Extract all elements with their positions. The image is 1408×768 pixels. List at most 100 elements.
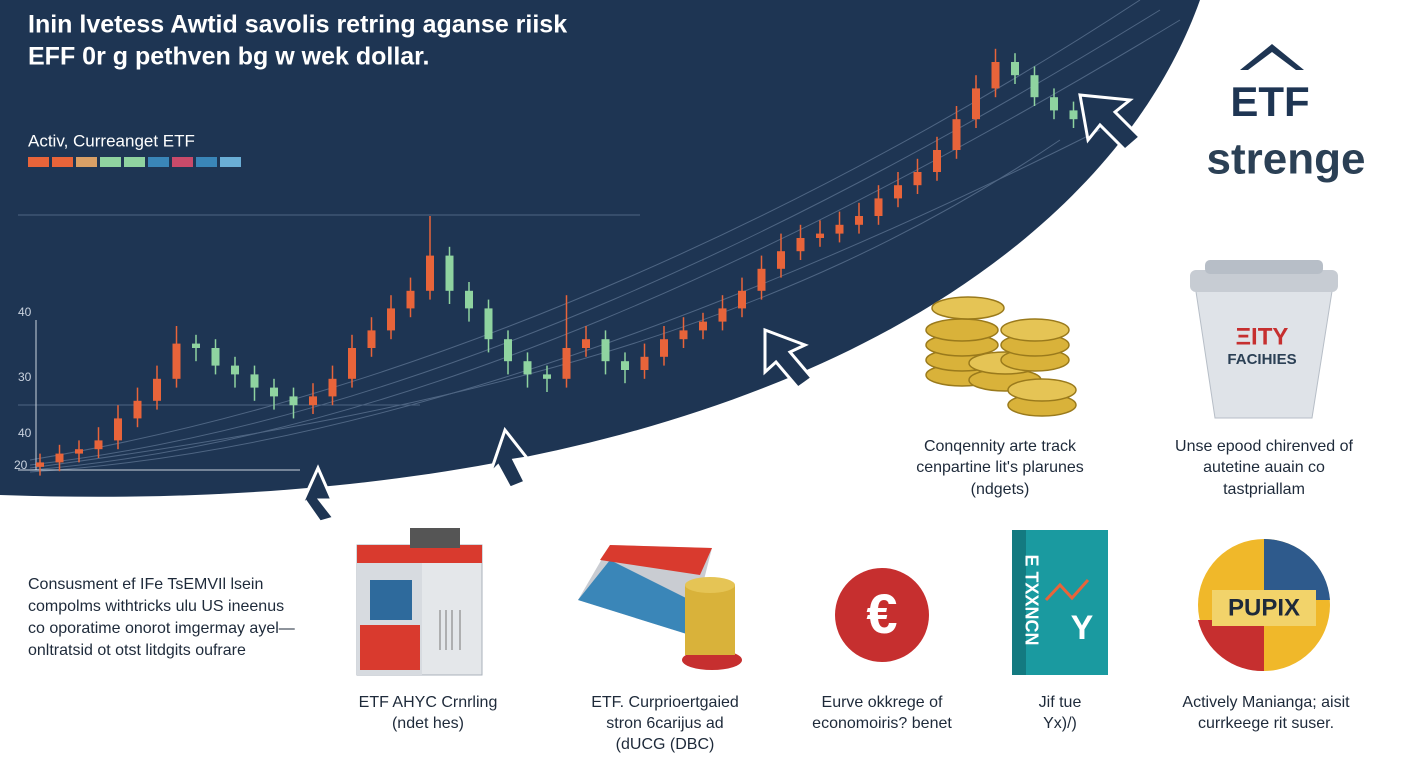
- candle-body: [933, 150, 941, 172]
- brand-line: ETF: [1230, 78, 1309, 125]
- item-caption: stron 6carijus ad: [606, 715, 723, 732]
- candle-body: [1011, 62, 1019, 76]
- item-caption: Jif tue: [1039, 694, 1082, 711]
- candle-body: [952, 119, 961, 150]
- candle-body: [699, 321, 707, 331]
- candle-body: [465, 290, 473, 309]
- candle-body: [796, 238, 805, 252]
- legend-label: Activ, Curreanget ETF: [28, 131, 195, 150]
- candle-body: [94, 440, 103, 450]
- brand-line: strenge: [1207, 135, 1366, 184]
- item-caption: Actively Manianga; aisit: [1182, 694, 1350, 711]
- paragraph-line: co oporatime onorot imgermay ayel—: [28, 620, 295, 637]
- candle-body: [445, 255, 454, 291]
- legend-swatch: [148, 157, 169, 167]
- candle-body: [348, 348, 356, 379]
- candle-body: [660, 339, 668, 357]
- candle-body: [913, 172, 922, 186]
- cup-caption: autetine auain co: [1203, 459, 1325, 476]
- arrows: [298, 93, 1143, 524]
- axis: [18, 320, 300, 471]
- cup-caption: Unse epood chirenved of: [1175, 438, 1353, 455]
- coins-caption: cenpartine lit's plarunes: [916, 459, 1084, 476]
- title-line: Inin lvetess Awtid savolis retring agans…: [28, 11, 567, 39]
- legend-swatch: [28, 157, 49, 167]
- etf-box-icon: [578, 545, 742, 670]
- legend-swatch: [124, 157, 145, 167]
- curve-lines: [18, 0, 1181, 473]
- coin-text: PUPIX: [1228, 594, 1300, 621]
- item-caption: (ndet hes): [392, 715, 464, 732]
- cup-caption: tastpriallam: [1223, 481, 1305, 498]
- title-line: EFF 0r g pethven bg w wek dollar.: [28, 43, 429, 71]
- candle-body: [835, 224, 844, 234]
- paragraph-line: Consusment ef IFe TsEMVIl lsein: [28, 576, 263, 593]
- candle-body: [640, 356, 649, 370]
- candle-body: [991, 62, 1000, 89]
- candle-body: [36, 462, 44, 467]
- cup-label: ΞITY: [1236, 323, 1289, 350]
- euro-icon: €: [835, 568, 929, 662]
- candle-body: [601, 339, 610, 362]
- candle-body: [75, 449, 83, 454]
- svg-text:€: €: [866, 582, 897, 645]
- item-caption: Yx)/): [1043, 715, 1077, 732]
- legend-swatch: [220, 157, 241, 167]
- candle-body: [133, 400, 142, 419]
- candle-body: [250, 374, 259, 388]
- candle-body: [1069, 110, 1078, 120]
- book-letter: Y: [1071, 609, 1094, 647]
- candle-body: [1030, 75, 1039, 98]
- candle-body: [231, 365, 239, 375]
- candle-body: [153, 378, 161, 401]
- cup-label: FACIHIES: [1227, 351, 1296, 368]
- axis-label: 20: [14, 458, 28, 472]
- candle-body: [874, 198, 883, 216]
- candle-body: [562, 348, 571, 379]
- candle-body: [289, 396, 298, 406]
- candle-body: [738, 290, 746, 309]
- legend-swatch: [76, 157, 97, 167]
- navy-panel: [0, 0, 1200, 497]
- candle-body: [621, 361, 629, 370]
- paragraph-line: compolms withtricks ulu US ineenus: [28, 598, 284, 615]
- candle-body: [582, 339, 590, 348]
- item-caption: economoiris? benet: [812, 715, 952, 732]
- legend-swatch: [100, 157, 121, 167]
- item-caption: (dUCG (DBC): [616, 736, 715, 753]
- candle-body: [426, 255, 434, 291]
- candle-body: [211, 348, 220, 366]
- coins-icon: [925, 296, 1077, 417]
- item-caption: Eurve okkrege of: [822, 694, 944, 711]
- candle-body: [679, 330, 688, 340]
- book-line: [1044, 579, 1090, 602]
- candle-body: [816, 233, 824, 238]
- candle-body: [718, 308, 727, 322]
- server-icon: [356, 528, 483, 676]
- chevron-icon: [1240, 44, 1304, 70]
- axis-label: 30: [18, 370, 32, 384]
- candle-body: [367, 330, 376, 348]
- item-caption: ETF AНYC Crnrling: [359, 694, 498, 711]
- item-caption: ETF. Curprioertgaied: [591, 694, 739, 711]
- book-icon: [1012, 530, 1108, 675]
- candle-body: [328, 378, 337, 397]
- item-caption: currkeege rit suser.: [1198, 715, 1334, 732]
- coins-caption: Conqennity arte track: [924, 438, 1077, 455]
- candle-body: [1050, 97, 1058, 111]
- candle-body: [114, 418, 122, 441]
- candle-body: [309, 396, 317, 406]
- cup-icon: [1190, 260, 1338, 419]
- book-text: E TXXNCN: [1021, 554, 1041, 645]
- candle-body: [55, 453, 64, 463]
- candle-body: [484, 308, 493, 340]
- candle-body: [387, 308, 395, 331]
- axis-label: 40: [18, 305, 32, 319]
- candle-body: [894, 185, 902, 199]
- candle-body: [406, 290, 415, 309]
- paragraph-line: onltratsid ot otst litdgits oufrare: [28, 642, 246, 659]
- candle-body: [523, 361, 532, 375]
- candle-body: [972, 88, 980, 120]
- axis-label: 40: [18, 426, 32, 440]
